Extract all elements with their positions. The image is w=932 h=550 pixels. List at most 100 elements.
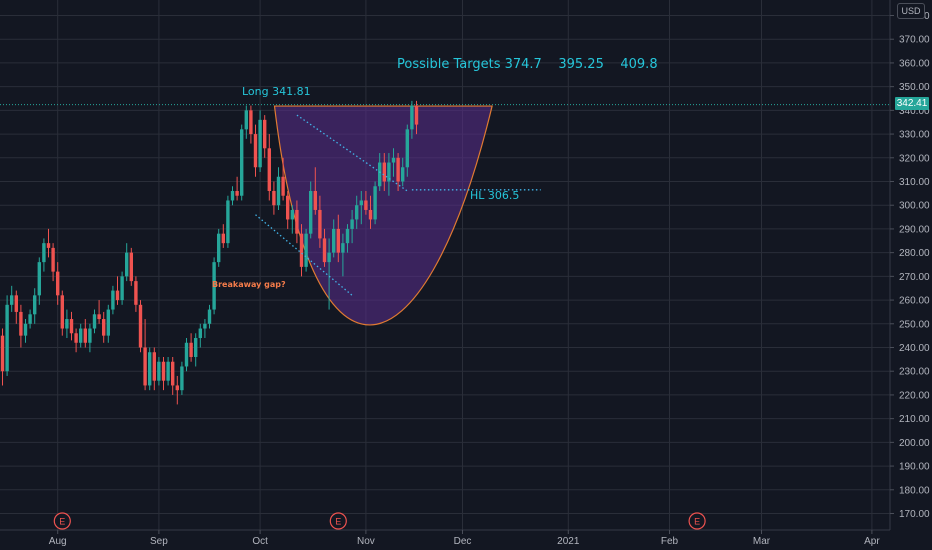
candle-body (194, 338, 198, 357)
candle-body (322, 238, 327, 263)
currency-label: USD (897, 3, 925, 19)
y-tick-label: 300.00 (899, 201, 930, 212)
candle-body (401, 167, 405, 182)
candle-body (378, 162, 382, 187)
candle-body (79, 328, 83, 343)
y-tick-label: 330.00 (899, 130, 930, 141)
candle-body (65, 319, 69, 329)
candle-body (33, 295, 37, 315)
candle-body (37, 262, 41, 296)
candle-body (263, 119, 267, 149)
y-tick-label: 310.00 (899, 177, 930, 188)
y-tick-label: 360.00 (899, 58, 930, 69)
x-tick-label: Mar (753, 536, 771, 547)
candle-body (373, 186, 377, 220)
candle-body (226, 200, 230, 244)
candle-body (221, 233, 225, 244)
candle-body (345, 228, 350, 244)
y-tick-label: 230.00 (899, 367, 930, 378)
cup-shape (273, 105, 493, 326)
candle-body (309, 190, 313, 234)
y-tick-label: 320.00 (899, 153, 930, 164)
candle-body (212, 262, 216, 310)
candle-body (276, 176, 281, 206)
candle-body (272, 190, 276, 206)
candle-body (19, 311, 23, 336)
candle-body (240, 129, 244, 196)
candle-body (318, 209, 322, 239)
earnings-marker-circle (329, 512, 347, 530)
candle-body (125, 252, 129, 277)
candle-body (157, 361, 161, 381)
candle-body (286, 195, 290, 220)
y-tick-label: 350.00 (899, 82, 930, 93)
candle-body (414, 105, 419, 125)
y-axis[interactable]: 170.00 180.00 190.00 200.00 210.00 220.00 230.… (889, 0, 930, 530)
candle-body (51, 247, 55, 272)
candle-body (120, 276, 124, 301)
grid-lines (0, 0, 890, 530)
earnings-marker-label: E (694, 517, 700, 527)
candle-body (69, 319, 74, 334)
candle-body (74, 333, 78, 343)
candle-body (207, 309, 212, 324)
candle-body (129, 252, 133, 282)
earnings-marker-icon[interactable]: E (688, 512, 706, 530)
earnings-marker-icon[interactable]: E (329, 512, 347, 530)
candle-body (92, 314, 97, 329)
candle-body (166, 361, 170, 381)
y-tick-label: 180.00 (899, 485, 930, 496)
y-tick-label: 250.00 (899, 319, 930, 330)
x-tick-label: Feb (661, 536, 679, 547)
earnings-marker-circle (53, 512, 71, 530)
candle-body (152, 352, 156, 381)
hl-annotation: HL 306.5 (470, 189, 519, 202)
x-tick-label: Nov (357, 536, 375, 547)
earnings-marker-label: E (335, 517, 341, 527)
candle-body (171, 361, 175, 386)
x-axis[interactable]: Aug Sep Oct Nov Dec 2021 Feb Mar Apr (0, 529, 890, 547)
candle-body (28, 314, 32, 324)
candle-body (341, 243, 345, 253)
candle-body (102, 319, 106, 336)
targets-annotation: Possible Targets 374.7 395.25 409.8 (397, 57, 658, 72)
y-tick-label: 220.00 (899, 390, 930, 401)
candle-body (267, 148, 271, 191)
candle-body (410, 105, 414, 130)
x-tick-label: Dec (454, 536, 472, 547)
candle-body (143, 347, 147, 386)
earnings-marker-circle (688, 512, 706, 530)
y-tick-label: 260.00 (899, 296, 930, 307)
candle-body (180, 366, 184, 391)
candle-body (382, 162, 386, 182)
candle-body (230, 190, 235, 201)
y-tick-label: 170.00 (899, 509, 930, 520)
candle-body (258, 119, 262, 168)
trend-line-lower (255, 214, 353, 296)
candle-body (175, 385, 179, 391)
y-tick-label: 270.00 (899, 272, 930, 283)
candle-body (10, 295, 14, 305)
candle-body (327, 252, 331, 263)
earnings-marker-icon[interactable]: E (53, 512, 71, 530)
y-tick-label: 240.00 (899, 343, 930, 354)
candle-body (355, 205, 359, 220)
y-tick-label: 210.00 (899, 414, 930, 425)
x-tick-label: Oct (252, 536, 268, 547)
candle-body (138, 304, 143, 348)
candle-body (60, 295, 64, 329)
candle-body (336, 228, 340, 253)
x-tick-label: Apr (864, 536, 880, 547)
candle-body (332, 228, 336, 253)
candle-body (111, 290, 115, 310)
y-tick-label: 200.00 (899, 438, 930, 449)
candle-body (184, 342, 189, 367)
candle-body (106, 309, 110, 336)
candle-body (299, 233, 304, 267)
candle-body (295, 209, 299, 234)
candle-body (134, 281, 138, 305)
y-tick-label: 340.00 (899, 106, 930, 117)
candle-body (148, 352, 152, 386)
